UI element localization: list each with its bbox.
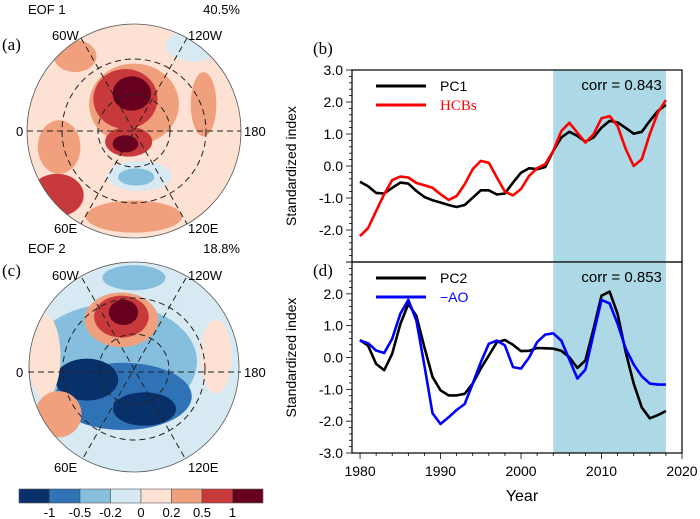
correlation-annotation: corr = 0.843 <box>581 77 661 94</box>
x-axis-label: Year <box>506 488 539 505</box>
x-tick-label: 2000 <box>505 463 536 479</box>
map-eof1-anomaly-region <box>117 168 155 186</box>
y-tick-label: 2.0 <box>324 286 344 302</box>
legend-label: PC1 <box>440 78 467 94</box>
colorbar-swatch <box>232 488 264 504</box>
colorbar-swatch <box>49 488 81 504</box>
map-eof2-anomaly-region <box>108 299 139 325</box>
correlation-annotation: corr = 0.853 <box>581 269 661 286</box>
panel-a-letter: (a) <box>2 35 21 54</box>
series-line-ao <box>359 298 666 426</box>
colorbar-tick-label: -0.2 <box>99 505 121 519</box>
lat-circle-inner <box>98 333 170 405</box>
y-tick-label: 3.0 <box>324 62 344 78</box>
map-eof1-anomaly-region <box>37 120 81 174</box>
y-tick-label: 0.0 <box>324 350 344 366</box>
map-c-label-0: 0 <box>16 365 23 380</box>
shaded-period <box>553 70 666 262</box>
series-line-hcbs <box>359 99 667 238</box>
map-eof1-anomaly-region <box>85 200 183 233</box>
y-axis-label: Standardized index <box>283 106 299 226</box>
map-eof1-anomaly-region <box>190 72 217 137</box>
x-tick-label: 1990 <box>425 463 456 479</box>
colorbar-tick-label: 0.5 <box>193 505 211 519</box>
y-tick-label: 0.0 <box>324 158 344 174</box>
legend-label: −AO <box>440 289 469 305</box>
y-tick-label: -2.0 <box>319 222 343 238</box>
x-tick-label: 2020 <box>666 463 697 479</box>
panel-c-title: EOF 2 <box>28 241 66 256</box>
colorbar-swatch <box>79 488 111 504</box>
colorbar-swatch <box>171 488 203 504</box>
map-eof2-anomaly-region <box>200 319 232 394</box>
map-c-label-180: 180 <box>244 365 266 380</box>
colorbar-tick-label: 1 <box>229 505 236 519</box>
map-eof1 <box>26 23 242 239</box>
map-c-label-60e: 60E <box>54 460 77 475</box>
colorbar-swatch <box>140 488 172 504</box>
lat-circle-outer <box>62 297 206 441</box>
map-a-label-0: 0 <box>16 124 23 139</box>
colorbar-swatch <box>201 488 233 504</box>
y-axis-label: Standardized index <box>283 298 299 418</box>
legend-label: HCBs <box>440 98 477 114</box>
map-eof2-anomaly-region <box>35 391 82 438</box>
y-tick-label: -2.0 <box>319 413 343 429</box>
map-eof1-gridlines <box>27 37 241 225</box>
legend-label: PC2 <box>440 270 467 286</box>
map-eof2-anomaly-region <box>29 314 61 399</box>
panel-d-letter: (d) <box>313 261 333 280</box>
colorbar-tick-label: 0.2 <box>162 505 180 519</box>
y-tick-label: 2.0 <box>324 94 344 110</box>
map-eof2-anomaly-region <box>113 392 176 426</box>
map-c-label-120w: 120W <box>188 268 223 283</box>
map-a-label-120w: 120W <box>188 28 223 43</box>
x-tick-label: 2010 <box>586 463 617 479</box>
panel-b: (b) 3.0 2.0 1.0 0.0 -1.0 -2.0 Standardized ind… <box>283 39 683 263</box>
map-eof1-anomaly-region <box>30 173 84 217</box>
meridian-120w-60e <box>80 37 188 225</box>
map-eof1-anomaly-region <box>112 76 152 111</box>
map-eof2-border <box>28 261 240 473</box>
meridian-60w-120e <box>80 37 188 225</box>
panel-a-variance: 40.5% <box>203 2 240 17</box>
panel-c: EOF 2 18.8% (c) 60W 120W 0 180 60E 120E <box>2 241 266 475</box>
panel-a: EOF 1 40.5% (a) 60W 120W 0 180 60E 120E <box>2 2 266 239</box>
y-tick-label: -3.0 <box>319 445 343 461</box>
panel-a-title: EOF 1 <box>28 2 66 17</box>
map-c-label-60w: 60W <box>52 268 79 283</box>
colorbar-swatch <box>110 488 142 504</box>
map-eof1-anomaly-region <box>112 135 139 153</box>
map-c-label-120e: 120E <box>188 460 219 475</box>
y-tick-label: 1.0 <box>324 318 344 334</box>
panel-d: (d) 2.0 1.0 0.0 -1.0 -2.0 -3.0 Standardized in… <box>283 261 698 505</box>
map-eof2-anomaly-region <box>102 265 166 291</box>
map-eof2-gridlines <box>28 277 241 461</box>
colorbar-swatch <box>18 488 50 504</box>
map-a-label-180: 180 <box>244 124 266 139</box>
colorbar: -1 -0.5 -0.2 0 0.2 0.5 1 <box>18 488 264 519</box>
map-a-label-120e: 120E <box>188 221 219 236</box>
map-a-label-60e: 60E <box>54 221 77 236</box>
x-tick-label: 1980 <box>344 463 375 479</box>
colorbar-tick-label: 0 <box>137 505 144 519</box>
panel-b-letter: (b) <box>313 39 333 58</box>
meridian-120w-60e <box>81 277 187 461</box>
map-eof2-anomaly-region <box>55 358 119 401</box>
map-a-label-60w: 60W <box>52 28 79 43</box>
panel-c-variance: 18.8% <box>203 241 240 256</box>
panel-c-letter: (c) <box>2 261 21 280</box>
map-eof2 <box>28 261 241 473</box>
colorbar-tick-label: -0.5 <box>69 505 91 519</box>
y-tick-label: -1.0 <box>319 190 343 206</box>
map-eof1-anomaly-region <box>53 40 97 73</box>
colorbar-tick-label: -1 <box>44 505 56 519</box>
y-tick-label: -1.0 <box>319 381 343 397</box>
y-tick-label: 1.0 <box>324 126 344 142</box>
